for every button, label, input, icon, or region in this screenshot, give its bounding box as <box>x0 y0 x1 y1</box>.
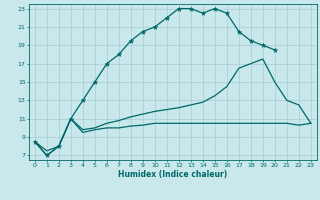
X-axis label: Humidex (Indice chaleur): Humidex (Indice chaleur) <box>118 170 228 179</box>
